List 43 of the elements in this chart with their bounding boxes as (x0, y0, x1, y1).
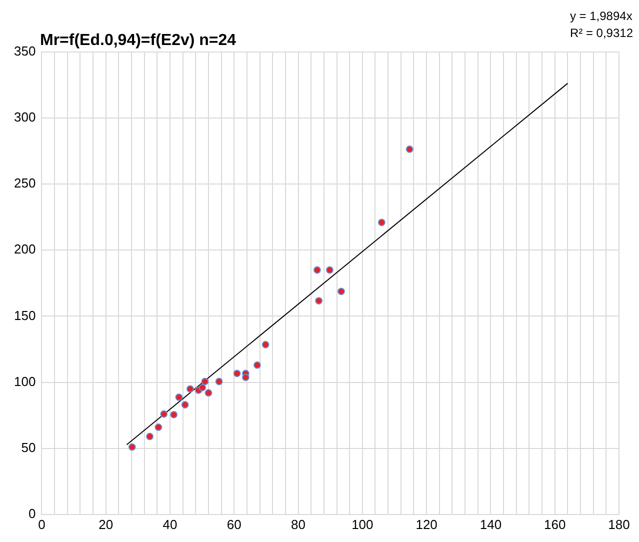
point (242, 374, 250, 382)
point (406, 146, 414, 153)
x-tick-label: 180 (608, 516, 630, 532)
x-tick-label: 140 (480, 516, 502, 532)
point (128, 443, 136, 451)
x-tick-label: 40 (162, 516, 178, 532)
point (160, 410, 168, 418)
x-tick-label: 120 (416, 516, 438, 532)
point (313, 266, 321, 274)
y-tick-label: 50 (21, 440, 36, 455)
point (262, 340, 270, 348)
point (378, 218, 386, 226)
point (233, 370, 241, 378)
text: R² = 0,9312 (570, 25, 633, 42)
x-tick-label: 60 (226, 516, 242, 532)
y-tick-label: 200 (14, 242, 36, 257)
point (198, 384, 206, 392)
point (154, 424, 162, 431)
text: y = 1,9894x (570, 8, 633, 25)
y-tick-label: 300 (14, 110, 36, 125)
point (146, 432, 154, 440)
point (170, 410, 178, 418)
point (338, 288, 345, 296)
point (315, 297, 322, 304)
x-tick-label: 160 (544, 516, 566, 532)
point (201, 378, 209, 386)
point (215, 378, 223, 386)
y-tick-label: 100 (14, 374, 36, 389)
point (326, 266, 334, 274)
point (181, 401, 189, 408)
point (175, 394, 183, 401)
x-tick-label: 100 (352, 516, 374, 532)
x-tick-label: 20 (98, 516, 114, 532)
y-tick-label: 350 (14, 44, 36, 59)
y-tick-label: 250 (14, 176, 36, 191)
point (186, 385, 194, 393)
point (204, 389, 212, 397)
y-tick-label: 0 (28, 506, 36, 521)
chart-title: Mr=f(Ed.0,94)=f(E2v) n=24 (40, 32, 236, 50)
y-tick-label: 150 (14, 308, 36, 323)
x-tick-label: 80 (291, 516, 306, 532)
x-tick-label: 0 (38, 516, 46, 532)
point (254, 361, 261, 369)
